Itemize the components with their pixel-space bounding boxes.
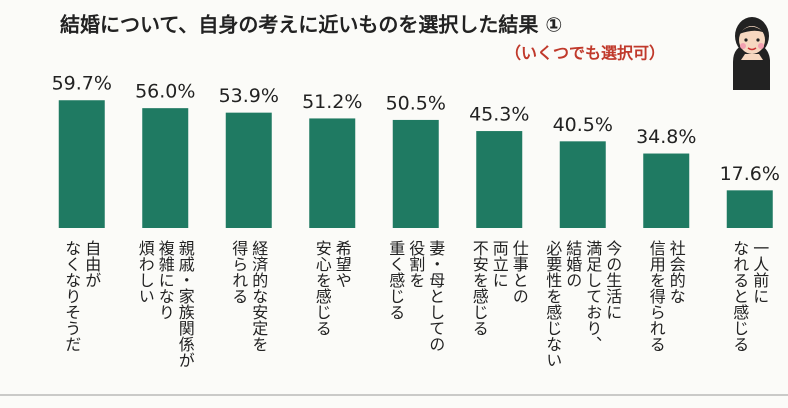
category-label: 自由が [82, 240, 101, 288]
bar [142, 108, 189, 228]
category-label: 重く感じる [386, 240, 405, 320]
category-label: 一人前に [750, 240, 769, 304]
category-label: 結婚の [563, 240, 582, 288]
category-label: 経済的な安定を [249, 240, 268, 352]
category-label: なくなりそうだ [62, 240, 81, 352]
category-label: 不安を感じる [470, 240, 489, 336]
category-label: 得られる [229, 240, 248, 304]
category-label: なれると感じる [730, 240, 749, 352]
category-label: 複雑になり [156, 240, 175, 320]
value-label: 45.3% [469, 104, 529, 126]
bar [476, 131, 523, 228]
value-label: 59.7% [52, 73, 112, 95]
category-label: 満足しており、 [583, 240, 602, 352]
chart-title: 結婚について、自身の考えに近いものを選択した結果 ① [60, 13, 562, 37]
chart-subtitle: （いくつでも選択可） [505, 44, 665, 63]
bar [309, 118, 356, 228]
category-label: 希望や [333, 240, 352, 288]
bar [58, 100, 105, 228]
character-icon [733, 17, 770, 90]
bar [392, 119, 439, 228]
category-label: 妻・母としての [426, 240, 445, 352]
value-label: 17.6% [720, 163, 780, 185]
category-label: 今の生活に [603, 240, 622, 320]
category-label: 親戚・家族関係が [176, 240, 195, 368]
value-label: 51.2% [302, 91, 362, 113]
category-label: 役割を [406, 240, 425, 288]
value-label: 53.9% [219, 85, 279, 107]
category-label: 信用を得られる [647, 240, 666, 352]
value-label: 50.5% [386, 92, 446, 114]
category-label: 必要性を感じない [543, 240, 562, 368]
category-label: 両立に [490, 240, 509, 288]
value-label: 56.0% [135, 81, 195, 103]
category-label: 煩わしい [136, 240, 155, 304]
bar [643, 153, 690, 228]
bar [726, 190, 773, 228]
bar [225, 112, 272, 228]
value-label: 34.8% [636, 126, 696, 148]
category-label: 安心を感じる [313, 240, 332, 336]
category-label: 社会的な [667, 240, 686, 304]
value-label: 40.5% [553, 114, 613, 136]
category-label: 仕事との [510, 240, 529, 304]
bar [559, 141, 606, 228]
